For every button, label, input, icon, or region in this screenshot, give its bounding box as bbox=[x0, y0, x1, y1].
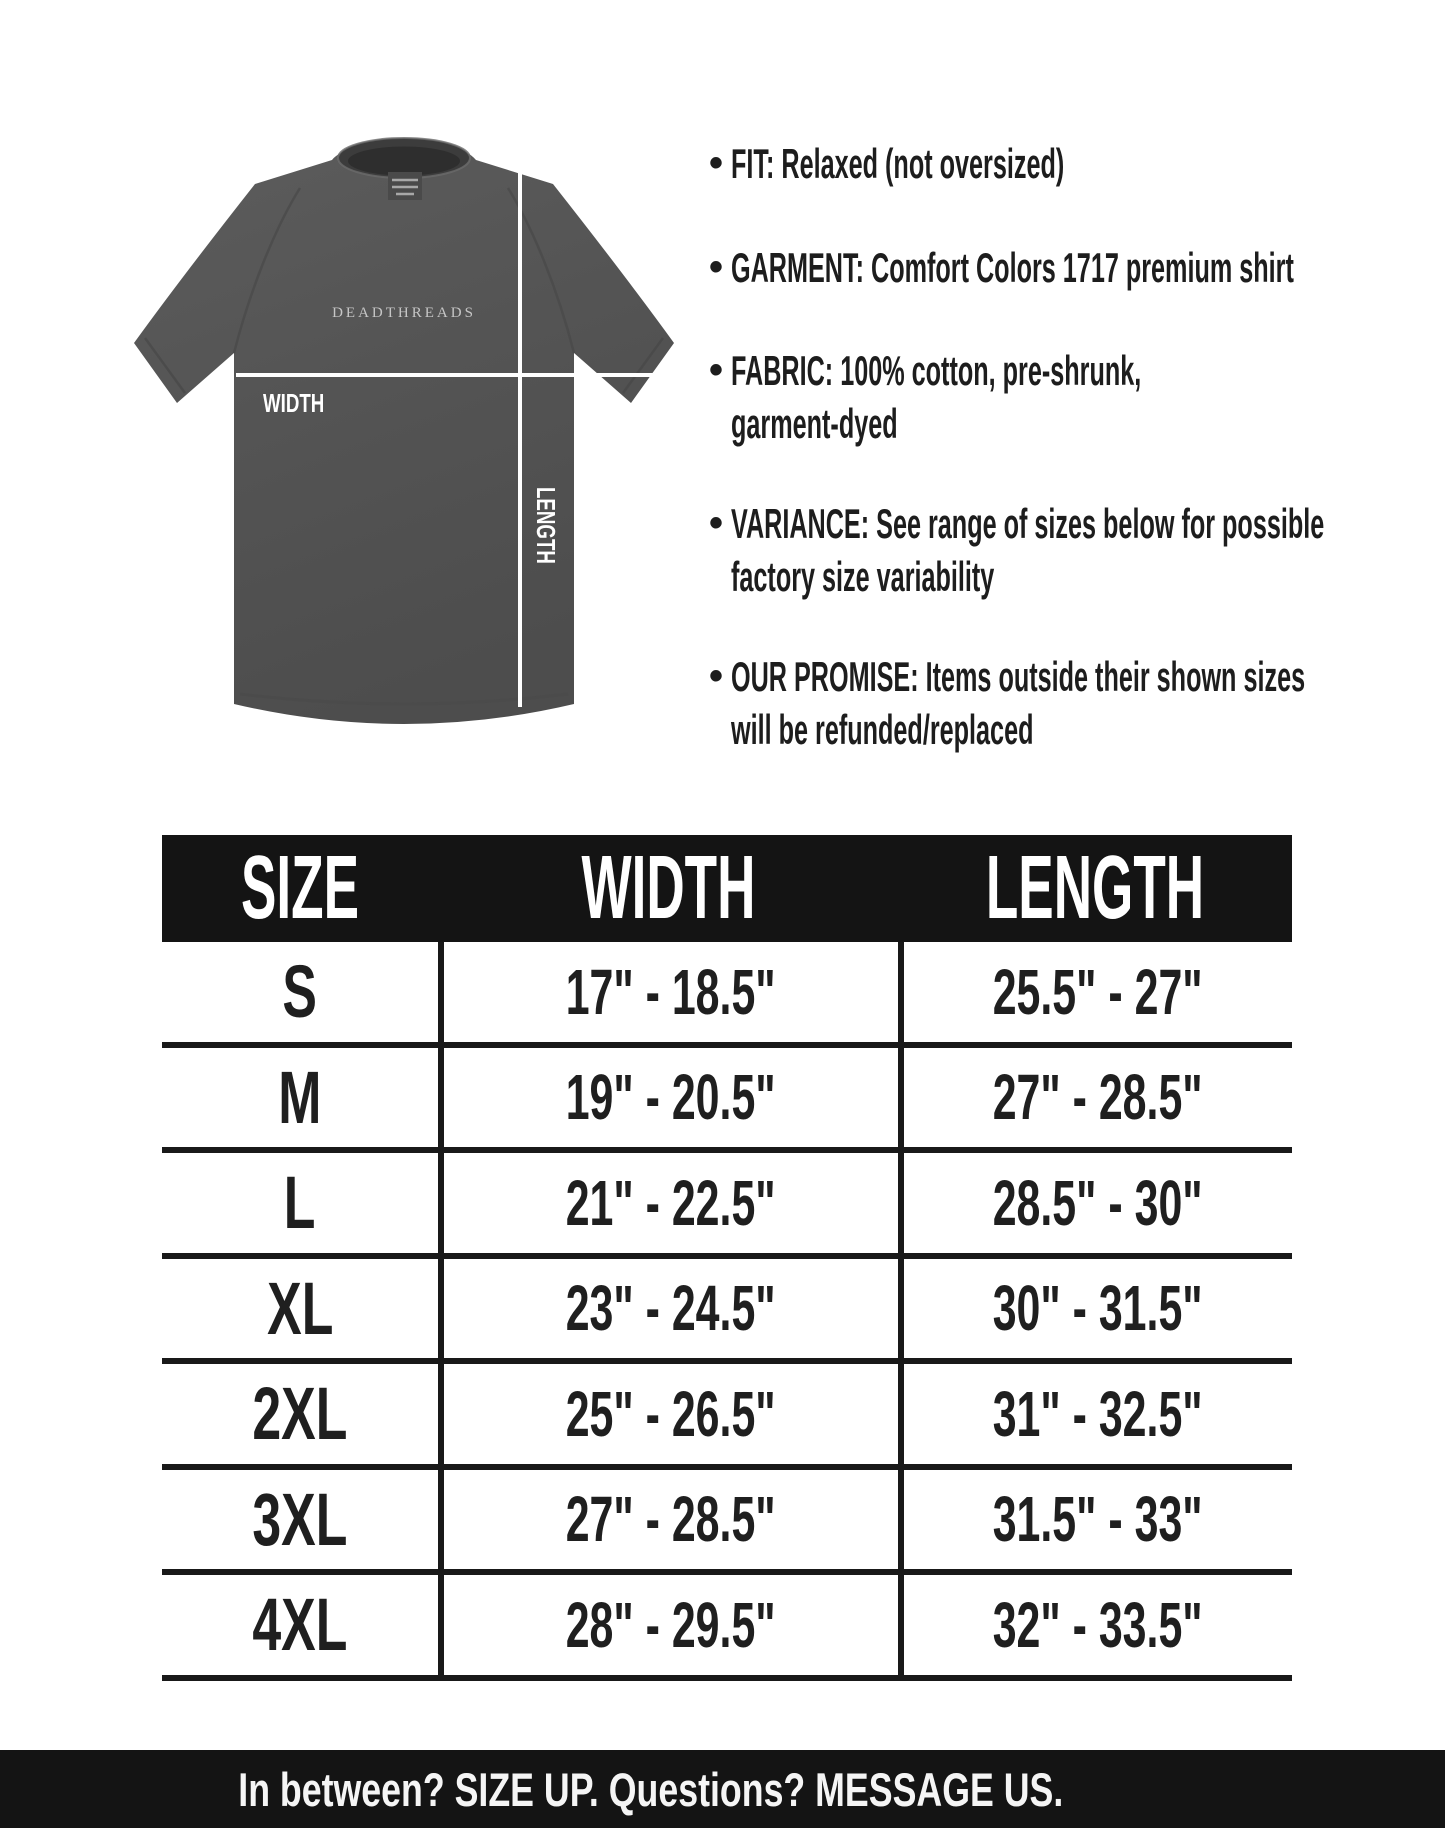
width-label: WIDTH bbox=[263, 388, 324, 418]
footer-bar: In between? SIZE UP. Questions? MESSAGE … bbox=[0, 1750, 1445, 1828]
left-sleeve-seam bbox=[232, 187, 302, 354]
feature-line: GARMENT: Comfort Colors 1717 premium shi… bbox=[731, 244, 1294, 291]
collar-opening bbox=[348, 146, 460, 176]
cell-width: 28" - 29.5" bbox=[438, 1575, 898, 1675]
feature-item-garment: • GARMENT: Comfort Colors 1717 premium s… bbox=[701, 241, 1445, 294]
cell-width: 19" - 20.5" bbox=[438, 1047, 898, 1147]
table-row-3xl: 3XL 27" - 28.5" 31.5" - 33" bbox=[162, 1469, 1292, 1575]
bottom-hem-stitch bbox=[239, 692, 569, 706]
cell-length: 30" - 31.5" bbox=[898, 1258, 1292, 1358]
right-cuff-hem bbox=[621, 337, 665, 394]
cell-width: 25" - 26.5" bbox=[438, 1364, 898, 1464]
shirt-svg: DEADTHREADS WIDTH LENGTH bbox=[134, 137, 674, 724]
cell-size: 2XL bbox=[252, 1372, 348, 1456]
size-table-body: S 17" - 18.5" 25.5" - 27" M 19" - 20.5" … bbox=[162, 942, 1292, 1681]
cell-length: 28.5" - 30" bbox=[898, 1153, 1292, 1253]
length-measure-line bbox=[518, 167, 522, 707]
cell-width: 27" - 28.5" bbox=[438, 1469, 898, 1569]
left-cuff-hem bbox=[143, 337, 187, 394]
feature-item-fabric: • FABRIC: 100% cotton, pre-shrunk, garme… bbox=[701, 344, 1415, 450]
feature-item-promise: • OUR PROMISE: Items outside their shown… bbox=[701, 650, 1445, 756]
bullet-icon: • bbox=[708, 141, 723, 185]
table-row-2xl: 2XL 25" - 26.5" 31" - 32.5" bbox=[162, 1364, 1292, 1470]
cell-size: L bbox=[284, 1161, 316, 1245]
feature-line: factory size variability bbox=[731, 553, 995, 600]
feature-item-fit: • FIT: Relaxed (not oversized) bbox=[701, 137, 1286, 190]
feature-line: VARIANCE: See range of sizes below for p… bbox=[731, 500, 1325, 547]
right-sleeve-seam bbox=[506, 187, 576, 354]
header-cell-width: WIDTH bbox=[580, 838, 755, 938]
cell-width: 21" - 22.5" bbox=[438, 1153, 898, 1253]
shirt-chest-logo: DEADTHREADS bbox=[332, 305, 476, 321]
cell-size: M bbox=[278, 1055, 322, 1139]
cell-size: S bbox=[282, 950, 318, 1034]
feature-line: garment-dyed bbox=[731, 400, 898, 447]
table-header: SIZE WIDTH LENGTH bbox=[162, 835, 1292, 942]
feature-item-variance: • VARIANCE: See range of sizes below for… bbox=[701, 497, 1445, 603]
cell-length: 31" - 32.5" bbox=[898, 1364, 1292, 1464]
cell-length: 27" - 28.5" bbox=[898, 1047, 1292, 1147]
cell-size: 4XL bbox=[252, 1583, 348, 1667]
neck-tag bbox=[388, 172, 422, 200]
header-cell-length: LENGTH bbox=[985, 838, 1205, 938]
footer-message: In between? SIZE UP. Questions? MESSAGE … bbox=[238, 1762, 1064, 1816]
width-measure-line bbox=[236, 373, 668, 377]
bullet-icon: • bbox=[708, 501, 723, 545]
cell-size: XL bbox=[266, 1266, 334, 1350]
cell-width: 17" - 18.5" bbox=[438, 942, 898, 1042]
cell-width: 23" - 24.5" bbox=[438, 1258, 898, 1358]
cell-size: 3XL bbox=[252, 1477, 348, 1561]
bullet-icon: • bbox=[708, 348, 723, 392]
cell-length: 32" - 33.5" bbox=[898, 1575, 1292, 1675]
table-row-s: S 17" - 18.5" 25.5" - 27" bbox=[162, 942, 1292, 1048]
cell-length: 25.5" - 27" bbox=[898, 942, 1292, 1042]
table-row-l: L 21" - 22.5" 28.5" - 30" bbox=[162, 1153, 1292, 1259]
feature-line: OUR PROMISE: Items outside their shown s… bbox=[731, 653, 1306, 700]
cell-length: 31.5" - 33" bbox=[898, 1469, 1292, 1569]
table-row-m: M 19" - 20.5" 27" - 28.5" bbox=[162, 1047, 1292, 1153]
shirt-diagram: DEADTHREADS WIDTH LENGTH bbox=[85, 110, 685, 740]
table-row-4xl: 4XL 28" - 29.5" 32" - 33.5" bbox=[162, 1575, 1292, 1681]
bullet-icon: • bbox=[708, 245, 723, 289]
feature-line: will be refunded/replaced bbox=[731, 706, 1034, 753]
bullet-icon: • bbox=[708, 654, 723, 698]
header-cell-size: SIZE bbox=[240, 838, 360, 938]
feature-line: FIT: Relaxed (not oversized) bbox=[731, 140, 1065, 187]
length-label: LENGTH bbox=[531, 487, 561, 564]
tshirt-body bbox=[134, 140, 674, 724]
feature-line: FABRIC: 100% cotton, pre-shrunk, bbox=[731, 347, 1142, 394]
table-row-xl: XL 23" - 24.5" 30" - 31.5" bbox=[162, 1258, 1292, 1364]
